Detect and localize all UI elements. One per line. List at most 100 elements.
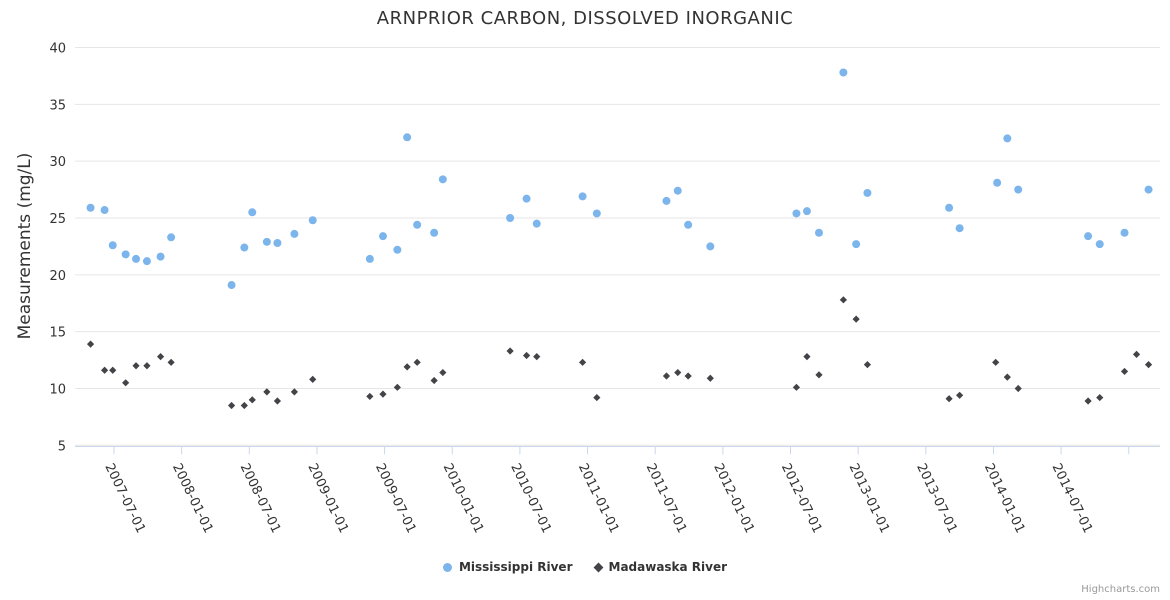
data-point-mississippi-river[interactable] bbox=[273, 238, 282, 247]
y-axis-tick-label: 40 bbox=[49, 42, 66, 57]
data-point-mississippi-river[interactable] bbox=[167, 233, 176, 242]
x-axis-tick-label: 2007-07-01 bbox=[101, 461, 148, 535]
data-point-madawaska-river[interactable] bbox=[1132, 350, 1141, 358]
data-point-mississippi-river[interactable] bbox=[684, 220, 693, 229]
data-point-mississippi-river[interactable] bbox=[532, 219, 541, 228]
data-point-madawaska-river[interactable] bbox=[309, 375, 317, 383]
data-point-mississippi-river[interactable] bbox=[240, 243, 249, 252]
data-point-mississippi-river[interactable] bbox=[438, 175, 447, 184]
data-point-mississippi-river[interactable] bbox=[1003, 134, 1012, 143]
data-point-mississippi-river[interactable] bbox=[121, 250, 130, 259]
data-point-madawaska-river[interactable] bbox=[1120, 367, 1129, 376]
data-point-mississippi-river[interactable] bbox=[802, 207, 811, 216]
data-point-madawaska-river[interactable] bbox=[684, 372, 692, 380]
data-point-mississippi-river[interactable] bbox=[403, 133, 412, 142]
data-point-mississippi-river[interactable] bbox=[227, 281, 236, 290]
data-point-mississippi-river[interactable] bbox=[1084, 232, 1093, 241]
data-point-madawaska-river[interactable] bbox=[143, 362, 151, 370]
data-point-madawaska-river[interactable] bbox=[263, 388, 271, 396]
data-point-mississippi-river[interactable] bbox=[863, 188, 872, 197]
data-point-madawaska-river[interactable] bbox=[240, 401, 248, 410]
data-point-mississippi-river[interactable] bbox=[792, 209, 801, 218]
data-point-madawaska-river[interactable] bbox=[533, 353, 541, 361]
data-point-mississippi-river[interactable] bbox=[592, 209, 601, 218]
data-point-madawaska-river[interactable] bbox=[86, 340, 95, 348]
data-point-madawaska-river[interactable] bbox=[109, 366, 117, 374]
x-axis-tick-label: 2013-07-01 bbox=[913, 461, 960, 535]
data-point-madawaska-river[interactable] bbox=[506, 347, 514, 355]
data-point-madawaska-river[interactable] bbox=[273, 397, 282, 405]
data-point-madawaska-river[interactable] bbox=[863, 361, 872, 369]
data-point-madawaska-river[interactable] bbox=[1014, 384, 1022, 393]
data-point-madawaska-river[interactable] bbox=[1084, 397, 1092, 405]
data-point-madawaska-river[interactable] bbox=[379, 390, 387, 398]
data-point-mississippi-river[interactable] bbox=[108, 241, 117, 250]
data-point-madawaska-river[interactable] bbox=[1096, 393, 1104, 402]
legend-item-madawaska-river[interactable]: Madawaska River bbox=[593, 560, 727, 574]
data-point-mississippi-river[interactable] bbox=[673, 186, 682, 195]
data-point-madawaska-river[interactable] bbox=[674, 368, 682, 377]
data-point-madawaska-river[interactable] bbox=[706, 374, 714, 382]
data-point-madawaska-river[interactable] bbox=[1144, 361, 1153, 369]
highcharts-credit[interactable]: Highcharts.com bbox=[1081, 584, 1160, 595]
data-point-mississippi-river[interactable] bbox=[1095, 240, 1104, 249]
data-point-madawaska-river[interactable] bbox=[403, 363, 411, 371]
data-point-mississippi-river[interactable] bbox=[86, 203, 95, 212]
data-point-mississippi-river[interactable] bbox=[522, 194, 531, 203]
data-point-mississippi-river[interactable] bbox=[308, 216, 317, 225]
x-axis-tick-label: 2014-07-01 bbox=[1049, 461, 1096, 535]
data-point-mississippi-river[interactable] bbox=[852, 240, 861, 249]
data-point-madawaska-river[interactable] bbox=[156, 353, 165, 361]
data-point-madawaska-river[interactable] bbox=[366, 392, 374, 401]
data-point-madawaska-river[interactable] bbox=[439, 368, 447, 377]
data-point-madawaska-river[interactable] bbox=[593, 393, 601, 402]
data-point-madawaska-river[interactable] bbox=[122, 379, 130, 387]
data-point-madawaska-river[interactable] bbox=[839, 296, 847, 304]
data-point-madawaska-river[interactable] bbox=[956, 391, 964, 399]
data-point-madawaska-river[interactable] bbox=[992, 358, 1000, 366]
data-point-madawaska-river[interactable] bbox=[248, 396, 256, 404]
data-point-mississippi-river[interactable] bbox=[248, 208, 257, 217]
data-point-mississippi-river[interactable] bbox=[365, 254, 374, 263]
data-point-madawaska-river[interactable] bbox=[393, 383, 401, 391]
data-point-madawaska-river[interactable] bbox=[852, 315, 860, 323]
data-point-madawaska-river[interactable] bbox=[522, 351, 531, 360]
data-point-madawaska-river[interactable] bbox=[945, 395, 953, 403]
data-point-madawaska-river[interactable] bbox=[1003, 373, 1011, 381]
data-point-mississippi-river[interactable] bbox=[1014, 185, 1023, 194]
data-point-mississippi-river[interactable] bbox=[378, 232, 387, 241]
data-point-mississippi-river[interactable] bbox=[955, 224, 964, 233]
data-point-madawaska-river[interactable] bbox=[792, 383, 801, 391]
data-point-mississippi-river[interactable] bbox=[1120, 228, 1129, 237]
data-point-madawaska-river[interactable] bbox=[132, 362, 140, 370]
data-point-mississippi-river[interactable] bbox=[100, 206, 109, 215]
data-point-mississippi-river[interactable] bbox=[993, 178, 1002, 187]
data-point-mississippi-river[interactable] bbox=[132, 254, 141, 263]
data-point-madawaska-river[interactable] bbox=[803, 353, 811, 361]
data-point-madawaska-river[interactable] bbox=[167, 358, 175, 366]
data-point-mississippi-river[interactable] bbox=[1144, 185, 1153, 194]
data-point-mississippi-river[interactable] bbox=[662, 196, 671, 205]
data-point-madawaska-river[interactable] bbox=[815, 371, 823, 379]
data-point-mississippi-river[interactable] bbox=[430, 228, 439, 237]
data-point-madawaska-river[interactable] bbox=[430, 376, 438, 385]
data-point-mississippi-river[interactable] bbox=[262, 237, 271, 246]
data-point-mississippi-river[interactable] bbox=[413, 220, 422, 229]
data-point-mississippi-river[interactable] bbox=[142, 257, 151, 266]
data-point-mississippi-river[interactable] bbox=[706, 242, 715, 251]
data-point-madawaska-river[interactable] bbox=[290, 388, 298, 396]
data-point-mississippi-river[interactable] bbox=[156, 252, 165, 261]
data-point-mississippi-river[interactable] bbox=[945, 203, 954, 212]
data-point-madawaska-river[interactable] bbox=[413, 358, 421, 366]
data-point-madawaska-river[interactable] bbox=[578, 358, 587, 366]
data-point-mississippi-river[interactable] bbox=[393, 245, 402, 254]
data-point-mississippi-river[interactable] bbox=[578, 192, 587, 201]
data-point-madawaska-river[interactable] bbox=[227, 401, 236, 410]
data-point-mississippi-river[interactable] bbox=[290, 229, 299, 238]
data-point-madawaska-river[interactable] bbox=[662, 372, 671, 380]
data-point-mississippi-river[interactable] bbox=[814, 228, 823, 237]
data-point-mississippi-river[interactable] bbox=[839, 68, 848, 77]
data-point-madawaska-river[interactable] bbox=[100, 366, 109, 374]
data-point-mississippi-river[interactable] bbox=[506, 213, 515, 222]
legend-item-mississippi-river[interactable]: Mississippi River bbox=[442, 560, 573, 574]
